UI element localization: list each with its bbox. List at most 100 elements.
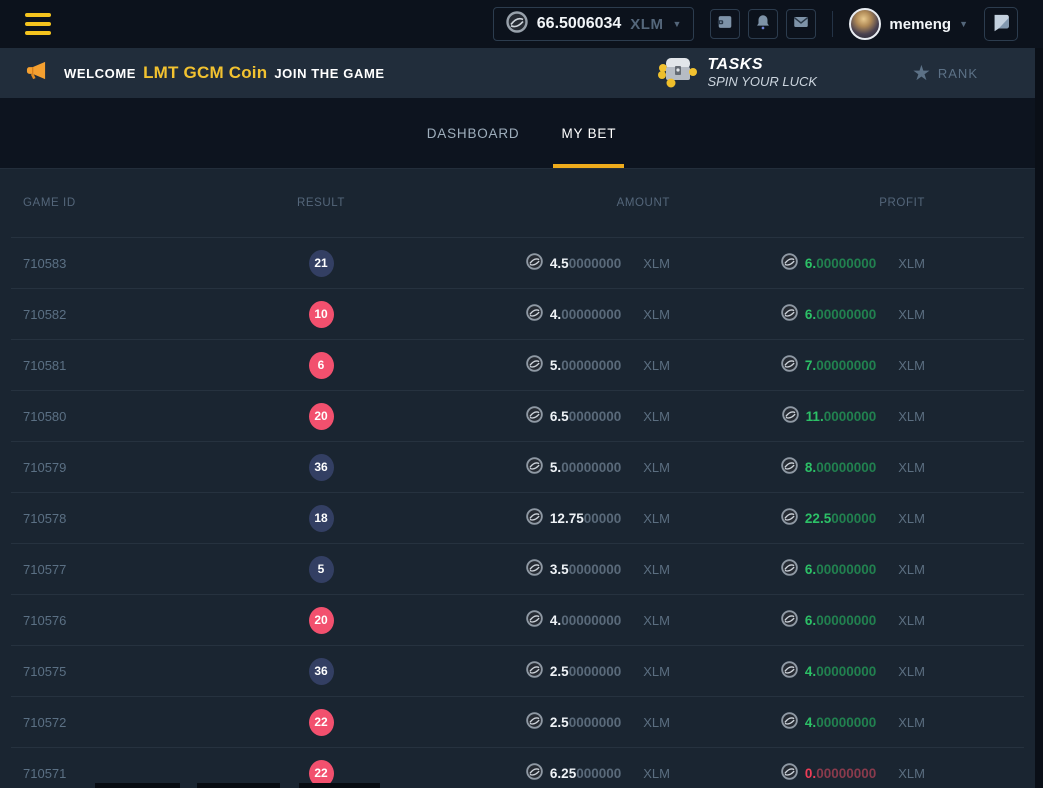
amount-cell: 5.00000000 XLM [366,457,676,477]
result-badge: 22 [309,709,334,736]
hamburger-menu-button[interactable] [25,13,51,35]
amount-value: 4.00000000 [526,610,621,630]
result-cell: 36 [276,454,366,481]
game-id: 710578 [11,511,276,526]
result-cell: 21 [276,250,366,277]
xlm-coin-icon [526,763,543,783]
user-menu[interactable]: memeng ▼ [849,8,968,40]
game-id: 710577 [11,562,276,577]
chat-button[interactable] [984,7,1018,41]
profit-value: 0.00000000 [781,763,876,783]
result-cell: 10 [276,301,366,328]
table-row: 710572 22 2.50000000 XLM 4.00000000 XLM [11,696,1024,747]
table-row: 710581 6 5.00000000 XLM 7.00000000 XLM [11,339,1024,390]
profit-currency: XLM [898,409,925,424]
tasks-subtitle: SPIN YOUR LUCK [707,75,817,90]
result-cell: 6 [276,352,366,379]
brand-name: LMT GCM Coin [143,63,267,83]
balance-currency: XLM [630,16,663,33]
amount-currency: XLM [643,307,670,322]
xlm-coin-icon [781,661,798,681]
amount-currency: XLM [643,664,670,679]
table-row: 710579 36 5.00000000 XLM 8.00000000 XLM [11,441,1024,492]
game-id: 710571 [11,766,276,781]
profit-value: 11.0000000 [782,406,877,426]
welcome-prefix: WELCOME [64,66,136,81]
tasks-title: TASKS [707,56,817,74]
xlm-coin-icon [781,610,798,630]
amount-currency: XLM [643,358,670,373]
tab-my-bet[interactable]: MY BET [553,98,624,168]
result-cell: 36 [276,658,366,685]
profit-cell: 6.00000000 XLM [676,610,1024,630]
wallet-button[interactable] [710,9,740,39]
profit-currency: XLM [898,460,925,475]
treasure-chest-icon [657,54,697,93]
xlm-coin-icon [781,304,798,324]
game-id: 710575 [11,664,276,679]
amount-cell: 4.00000000 XLM [366,610,676,630]
game-id: 710581 [11,358,276,373]
result-cell: 5 [276,556,366,583]
amount-cell: 2.50000000 XLM [366,661,676,681]
profit-currency: XLM [898,358,925,373]
amount-value: 3.50000000 [526,559,621,579]
amount-currency: XLM [643,460,670,475]
column-header-game-id: GAME ID [11,197,276,209]
tasks-widget[interactable]: TASKS SPIN YOUR LUCK [657,54,817,93]
result-badge: 5 [309,556,334,583]
notifications-button[interactable] [748,9,778,39]
xlm-coin-icon [781,457,798,477]
xlm-coin-icon [526,508,543,528]
column-header-result: RESULT [276,197,366,209]
messages-button[interactable] [786,9,816,39]
amount-cell: 4.50000000 XLM [366,253,676,273]
table-body: 710583 21 4.50000000 XLM 6.00000000 XLM [11,237,1024,788]
tab-bar: DASHBOARD MY BET [0,98,1043,169]
profit-cell: 6.00000000 XLM [676,253,1024,273]
profit-value: 6.00000000 [781,559,876,579]
rank-widget[interactable]: ★ RANK [912,63,978,84]
tab-dashboard[interactable]: DASHBOARD [419,98,528,168]
rank-label: RANK [938,66,978,81]
result-cell: 20 [276,607,366,634]
xlm-coin-icon [506,11,528,38]
xlm-coin-icon [526,610,543,630]
profit-currency: XLM [898,307,925,322]
xlm-coin-icon [526,355,543,375]
result-badge: 20 [309,403,334,430]
balance-selector[interactable]: 66.5006034 XLM ▼ [493,7,695,41]
amount-currency: XLM [643,409,670,424]
amount-currency: XLM [643,562,670,577]
scrollbar-track[interactable] [1035,48,1043,788]
amount-currency: XLM [643,766,670,781]
amount-currency: XLM [643,511,670,526]
profit-currency: XLM [898,256,925,271]
profit-currency: XLM [898,613,925,628]
xlm-coin-icon [526,457,543,477]
profit-value: 8.00000000 [781,457,876,477]
announcement-banner: WELCOME LMT GCM Coin JOIN THE GAME TASKS… [0,48,1043,98]
amount-value: 2.50000000 [526,712,621,732]
result-badge: 36 [309,658,334,685]
profit-cell: 6.00000000 XLM [676,559,1024,579]
xlm-coin-icon [526,406,543,426]
xlm-coin-icon [781,508,798,528]
profit-currency: XLM [898,511,925,526]
profit-value: 4.00000000 [781,712,876,732]
table-row: 710577 5 3.50000000 XLM 6.00000000 XLM [11,543,1024,594]
result-badge: 21 [309,250,334,277]
column-header-amount: AMOUNT [366,197,676,209]
game-id: 710582 [11,307,276,322]
divider [832,11,833,37]
profit-value: 6.00000000 [781,253,876,273]
profit-currency: XLM [898,562,925,577]
chevron-down-icon: ▼ [672,19,681,29]
amount-value: 12.7500000 [526,508,621,528]
amount-cell: 4.00000000 XLM [366,304,676,324]
username: memeng [889,16,951,33]
amount-value: 5.00000000 [526,355,621,375]
xlm-coin-icon [781,253,798,273]
result-badge: 36 [309,454,334,481]
profit-cell: 4.00000000 XLM [676,661,1024,681]
